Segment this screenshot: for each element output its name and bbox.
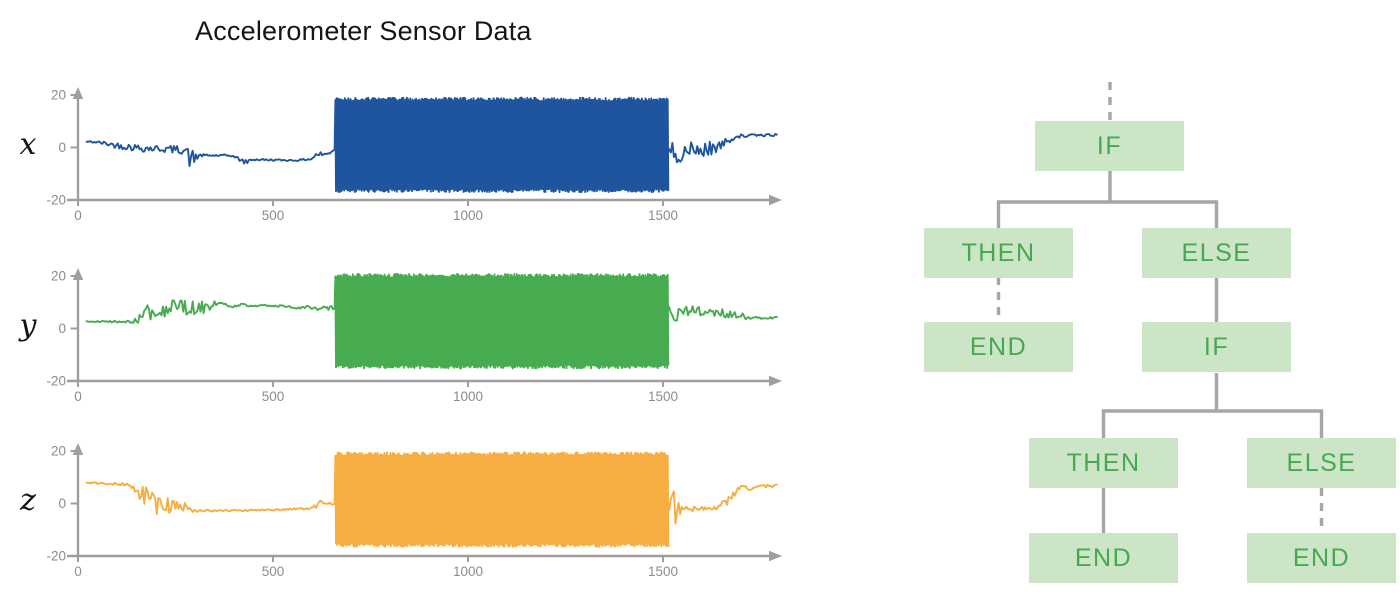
y-tick-label: -20 — [46, 549, 66, 564]
axis-label-y: y — [19, 307, 37, 343]
chart-y: 20 0 -20 0 500 1000 1500 — [46, 268, 782, 404]
x-tick-label: 0 — [74, 389, 82, 404]
y-tick-label: 0 — [58, 321, 66, 336]
y-axis-arrow-icon — [72, 87, 84, 99]
series-line-x — [85, 96, 778, 194]
chart-z: 20 0 -20 0 500 1000 1500 — [46, 443, 782, 579]
y-tick-label: 20 — [51, 88, 66, 103]
flow-node-end-2: END — [1029, 533, 1178, 583]
x-tick-label: 500 — [262, 389, 285, 404]
chart-x: 20 0 -20 0 500 1000 1500 — [46, 87, 782, 223]
y-axis-arrow-icon — [72, 268, 84, 280]
x-tick-label: 1500 — [648, 208, 678, 223]
tick-labels-y: 20 0 -20 0 500 1000 1500 — [46, 269, 678, 405]
flow-node-end-3: END — [1247, 533, 1396, 583]
flow-node-then-1: THEN — [924, 228, 1073, 278]
x-tick-label: 500 — [262, 208, 285, 223]
edge-if2-children — [1101, 373, 1324, 438]
x-tick-label: 0 — [74, 208, 82, 223]
flow-node-if-1: IF — [1035, 121, 1184, 171]
flow-node-else-1: ELSE — [1142, 228, 1291, 278]
flow-node-else-2: ELSE — [1247, 438, 1396, 488]
flow-node-end-1: END — [924, 322, 1073, 372]
x-axis-arrow-icon — [769, 375, 782, 387]
tick-labels-z: 20 0 -20 0 500 1000 1500 — [46, 444, 678, 580]
flow-node-if-2: IF — [1142, 322, 1291, 372]
y-tick-label: -20 — [46, 193, 66, 208]
flowchart-edges — [996, 82, 1324, 533]
y-tick-label: 20 — [51, 269, 66, 284]
x-tick-label: 0 — [74, 564, 82, 579]
axis-label-z: z — [20, 482, 36, 518]
x-tick-label: 1000 — [453, 208, 483, 223]
y-tick-label: 20 — [51, 444, 66, 459]
tick-labels-x: 20 0 -20 0 500 1000 1500 — [46, 88, 678, 224]
x-tick-label: 1500 — [648, 564, 678, 579]
x-tick-label: 1000 — [453, 564, 483, 579]
x-tick-label: 1500 — [648, 389, 678, 404]
y-tick-label: 0 — [58, 496, 66, 511]
y-tick-label: 0 — [58, 140, 66, 155]
series-line-y — [85, 272, 778, 370]
edge-if1-children — [996, 171, 1219, 228]
axis-label-x: x — [19, 126, 37, 162]
x-tick-label: 500 — [262, 564, 285, 579]
x-tick-label: 1000 — [453, 389, 483, 404]
chart-title: Accelerometer Sensor Data — [195, 16, 532, 46]
flow-node-then-2: THEN — [1029, 438, 1178, 488]
x-axis-arrow-icon — [769, 550, 782, 562]
y-axis-arrow-icon — [72, 443, 84, 455]
axes-x — [67, 94, 771, 206]
y-tick-label: -20 — [46, 374, 66, 389]
series-line-z — [85, 451, 778, 548]
x-axis-arrow-icon — [769, 194, 782, 206]
